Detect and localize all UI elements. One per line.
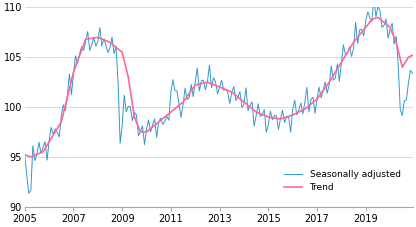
Trend xyxy=(245,104,250,107)
Line: Seasonally adjusted: Seasonally adjusted xyxy=(25,0,412,193)
Seasonally adjusted xyxy=(268,110,273,112)
Trend xyxy=(22,153,27,156)
Seasonally adjusted xyxy=(410,72,415,74)
Seasonally adjusted xyxy=(71,73,76,76)
Seasonally adjusted xyxy=(219,79,224,81)
Trend xyxy=(376,16,381,19)
Trend xyxy=(410,54,415,57)
Seasonally adjusted xyxy=(245,109,250,112)
Trend xyxy=(181,101,186,104)
Trend xyxy=(28,155,33,158)
Legend: Seasonally adjusted, Trend: Seasonally adjusted, Trend xyxy=(281,166,404,196)
Trend xyxy=(185,95,190,98)
Line: Trend: Trend xyxy=(25,17,412,157)
Seasonally adjusted xyxy=(185,98,190,101)
Seasonally adjusted xyxy=(26,192,31,195)
Trend xyxy=(71,71,76,74)
Seasonally adjusted xyxy=(22,154,27,157)
Trend xyxy=(268,116,273,119)
Seasonally adjusted xyxy=(181,103,186,106)
Trend xyxy=(219,86,224,89)
